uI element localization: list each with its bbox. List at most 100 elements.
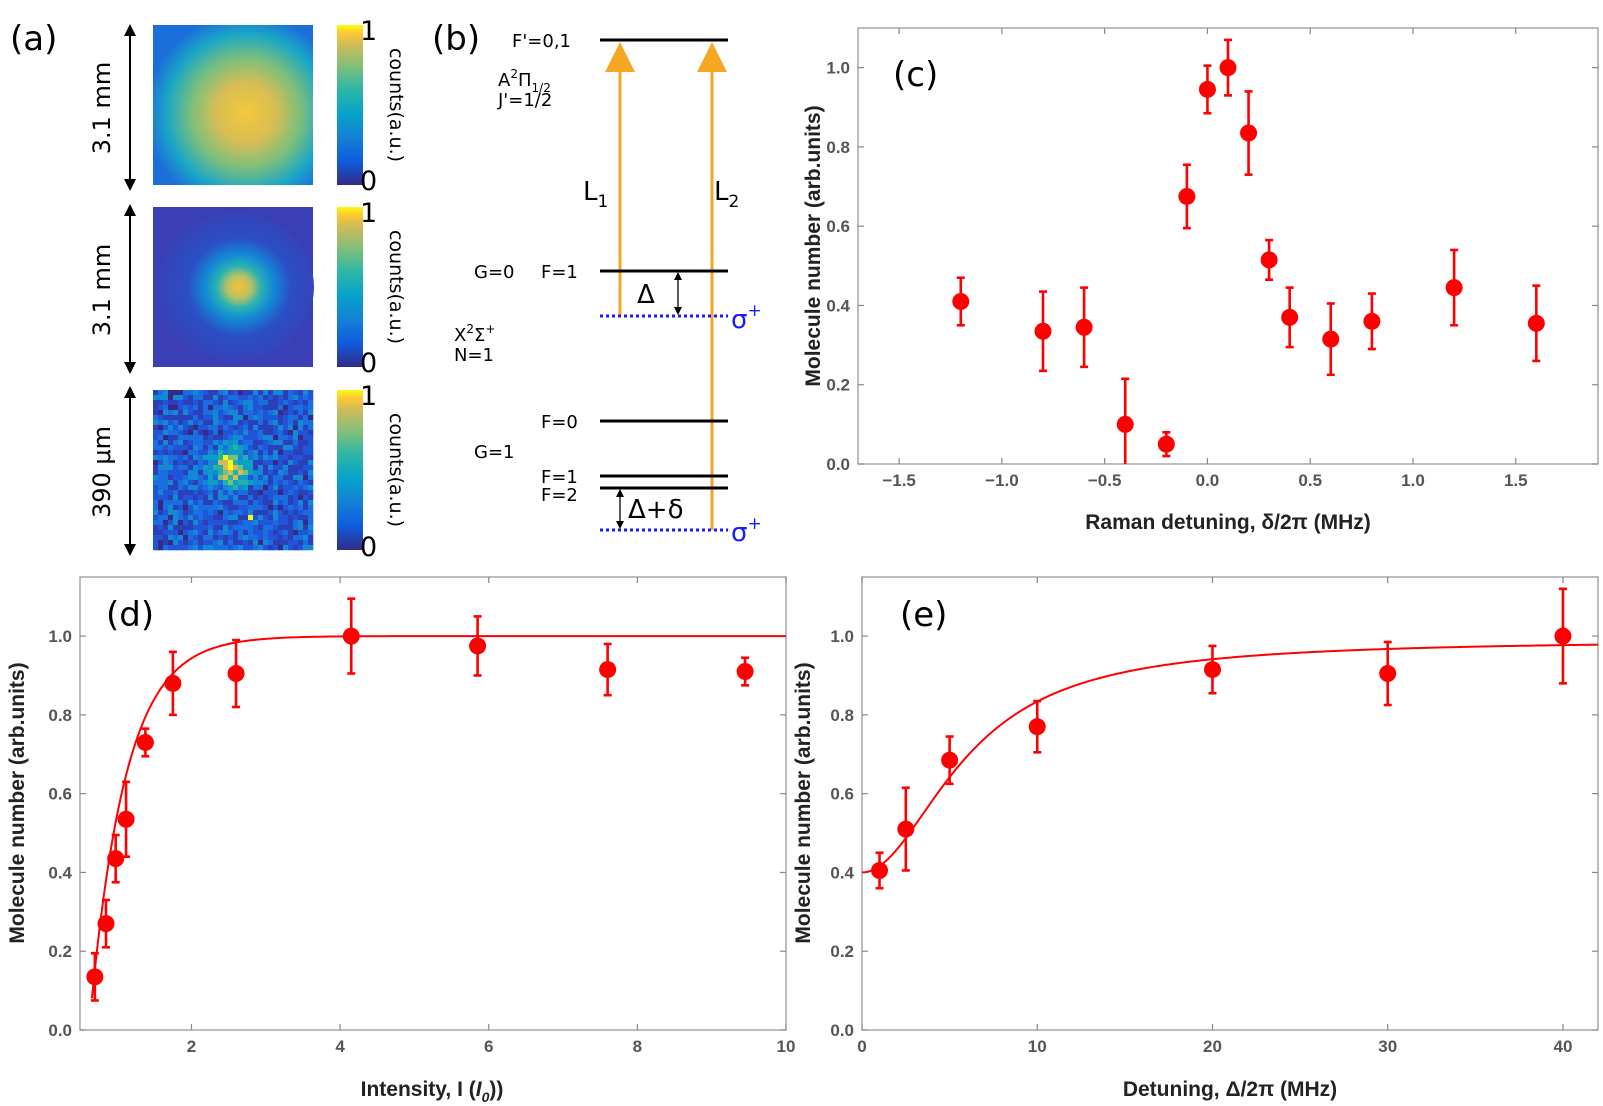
image-pixel bbox=[288, 475, 294, 481]
image-pixel bbox=[288, 470, 294, 476]
image-pixel bbox=[263, 490, 269, 496]
image-pixel bbox=[243, 500, 249, 506]
data-point bbox=[1527, 314, 1545, 332]
x-tick-label: 1.0 bbox=[1401, 471, 1425, 490]
image-pixel bbox=[248, 445, 254, 451]
y-tick-label: 0.8 bbox=[826, 138, 850, 157]
image-pixel bbox=[158, 425, 164, 431]
image-pixel bbox=[208, 535, 214, 541]
image-pixel bbox=[298, 440, 304, 446]
image-pixel bbox=[293, 415, 299, 421]
image-pixel bbox=[268, 525, 274, 531]
image-pixel bbox=[213, 525, 219, 531]
image-pixel bbox=[228, 420, 234, 426]
image-pixel bbox=[163, 485, 169, 491]
image-pixel bbox=[188, 510, 194, 516]
image-pixel bbox=[163, 420, 169, 426]
image-pixel bbox=[223, 495, 229, 501]
image-pixel bbox=[268, 455, 274, 461]
image-pixel bbox=[278, 445, 284, 451]
image-pixel bbox=[263, 445, 269, 451]
image-pixel bbox=[163, 395, 169, 401]
image-pixel bbox=[208, 530, 214, 536]
colorbar-min: 0 bbox=[360, 166, 377, 197]
image-pixel bbox=[238, 445, 244, 451]
image-pixel bbox=[243, 535, 249, 541]
image-pixel bbox=[288, 460, 294, 466]
image-pixel bbox=[213, 450, 219, 456]
data-point bbox=[871, 861, 889, 879]
image-pixel bbox=[198, 415, 204, 421]
image-pixel bbox=[203, 445, 209, 451]
image-pixel bbox=[153, 530, 159, 536]
image-pixel bbox=[308, 420, 314, 426]
image-pixel bbox=[208, 435, 214, 441]
image-pixel bbox=[253, 545, 259, 551]
image-pixel bbox=[178, 530, 184, 536]
image-pixel bbox=[268, 535, 274, 541]
image-pixel bbox=[173, 485, 179, 491]
image-pixel bbox=[253, 440, 259, 446]
image-pixel bbox=[183, 520, 189, 526]
image-pixel bbox=[193, 395, 199, 401]
image-pixel bbox=[183, 415, 189, 421]
image-pixel bbox=[278, 480, 284, 486]
image-pixel bbox=[158, 530, 164, 536]
image-pixel bbox=[158, 540, 164, 546]
image-pixel bbox=[298, 445, 304, 451]
image-pixel bbox=[293, 510, 299, 516]
excited-state-pi: Π bbox=[518, 70, 532, 91]
image-pixel bbox=[203, 440, 209, 446]
image-pixel bbox=[283, 515, 289, 521]
image-pixel bbox=[208, 505, 214, 511]
image-pixel bbox=[268, 465, 274, 471]
image-pixel bbox=[283, 410, 289, 416]
image-pixel bbox=[153, 520, 159, 526]
image-pixel bbox=[253, 510, 259, 516]
image-pixel bbox=[263, 465, 269, 471]
colorbar-min: 0 bbox=[360, 348, 377, 379]
y-tick-label: 1.0 bbox=[830, 627, 854, 646]
y-axis-label: Molecule number (arb.units) bbox=[802, 105, 825, 386]
image-pixel bbox=[308, 505, 314, 511]
image-pixel bbox=[218, 545, 224, 551]
image-pixel bbox=[268, 390, 274, 396]
image-pixel bbox=[298, 435, 304, 441]
image-pixel bbox=[283, 530, 289, 536]
excited-j-label: J'=1/2 bbox=[497, 90, 552, 111]
image-pixel bbox=[173, 455, 179, 461]
image-pixel bbox=[243, 470, 249, 476]
image-pixel bbox=[233, 465, 239, 471]
image-pixel bbox=[208, 495, 214, 501]
image-pixel bbox=[188, 540, 194, 546]
image-pixel bbox=[153, 420, 159, 426]
image-pixel bbox=[233, 485, 239, 491]
image-pixel bbox=[303, 450, 309, 456]
y-tick-label: 0.4 bbox=[826, 296, 850, 315]
image-pixel bbox=[158, 500, 164, 506]
image-pixel bbox=[203, 510, 209, 516]
image-pixel bbox=[278, 505, 284, 511]
image-pixel bbox=[298, 530, 304, 536]
image-pixel bbox=[183, 445, 189, 451]
image-pixel bbox=[273, 400, 279, 406]
image-pixel bbox=[163, 450, 169, 456]
image-pixel bbox=[158, 460, 164, 466]
image-pixel bbox=[248, 520, 254, 526]
image-pixel bbox=[258, 430, 264, 436]
image-pixel bbox=[158, 525, 164, 531]
plot-frame bbox=[857, 27, 1599, 465]
image-pixel bbox=[248, 405, 254, 411]
image-pixel bbox=[223, 395, 229, 401]
image-pixel bbox=[308, 445, 314, 451]
image-pixel bbox=[193, 470, 199, 476]
image-pixel bbox=[198, 515, 204, 521]
image-pixel bbox=[228, 460, 234, 466]
image-pixel bbox=[198, 545, 204, 551]
image-pixel bbox=[213, 420, 219, 426]
image-pixel bbox=[183, 410, 189, 416]
image-pixel bbox=[238, 530, 244, 536]
fit-curve bbox=[90, 635, 786, 999]
image-pixel bbox=[298, 450, 304, 456]
image-pixel bbox=[253, 535, 259, 541]
